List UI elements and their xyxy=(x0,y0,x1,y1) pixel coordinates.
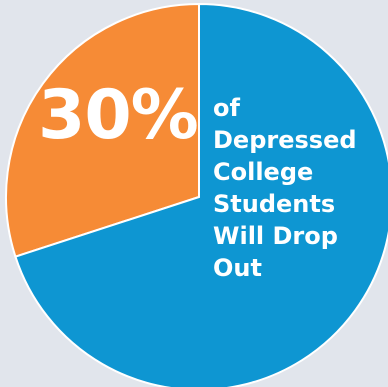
pie-slice-rest xyxy=(14,2,388,387)
caption-line: of xyxy=(213,94,240,122)
caption-line: Will Drop xyxy=(213,222,338,250)
caption-line: Out xyxy=(213,254,262,282)
highlight-slice-percent-label: 30% xyxy=(38,76,199,155)
caption-line: College xyxy=(213,158,314,186)
caption-line: Depressed xyxy=(213,126,357,154)
caption-text: of Depressed College Students Will Drop … xyxy=(213,92,385,284)
caption-line: Students xyxy=(213,190,336,218)
pie-slice-highlight xyxy=(5,2,200,258)
